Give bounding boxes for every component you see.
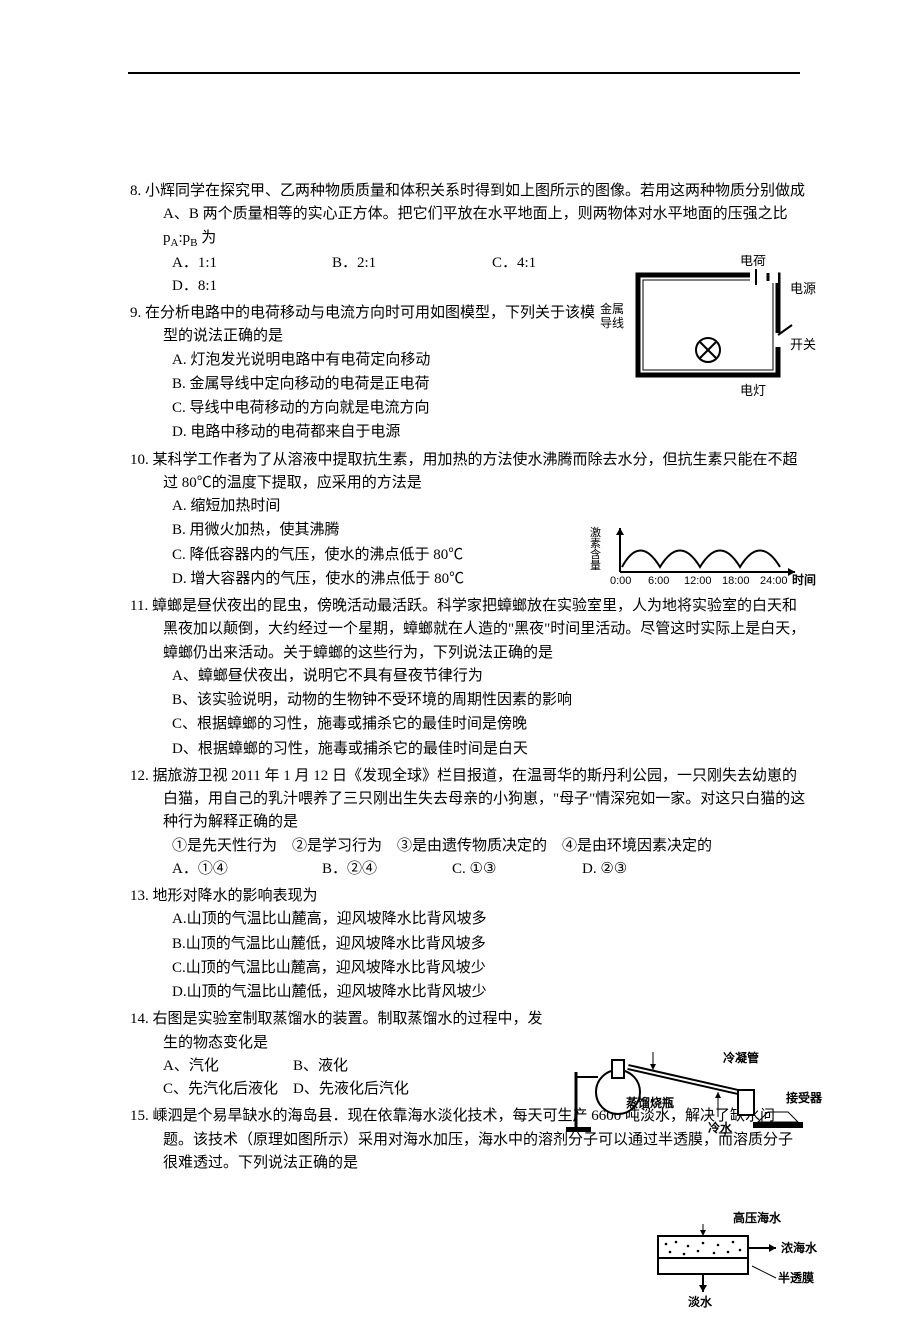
q15-num: 15. xyxy=(130,1108,149,1124)
label-hormone-y1: 激 xyxy=(590,525,601,539)
q12-text: 据旅游卫视 2011 年 1 月 12 日《发现全球》栏目报道，在温哥华的斯丹利… xyxy=(153,768,806,831)
q13-stem: 13. 地形对降水的影响表现为 xyxy=(130,885,810,908)
q8-optB: B．2:1 xyxy=(332,252,492,275)
label-kaiguan: 开关 xyxy=(790,337,816,352)
label-t18: 18:00 xyxy=(722,575,750,587)
q12-num: 12. xyxy=(130,768,149,784)
question-12: 12. 据旅游卫视 2011 年 1 月 12 日《发现全球》栏目报道，在温哥华… xyxy=(130,765,810,881)
q12-optB: B．②④ xyxy=(322,858,452,881)
q13-options: A.山顶的气温比山麓高，迎风坡降水比背风坡多 B.山顶的气温比山麓低，迎风坡降水… xyxy=(130,908,810,1004)
label-hormone-y3: 含 xyxy=(590,547,601,561)
q12-choices-row: ①是先天性行为 ②是学习行为 ③是由遗传物质决定的 ④是由环境因素决定的 xyxy=(130,835,810,858)
q14-optD: D、先液化后汽化 xyxy=(293,1078,409,1101)
figure-hormone: 激 素 含 量 0:00 6:00 12:00 18:00 24:00 时间 xyxy=(590,522,820,592)
q11-optD: D、根据蟑螂的习性，施毒或捕杀它的最佳时间是白天 xyxy=(172,738,810,761)
q10-num: 10. xyxy=(130,452,149,468)
label-zengliushaoer: 蒸馏烧瓶 xyxy=(626,1095,674,1110)
q11-options: A、蟑螂昼伏夜出，说明它不具有昼夜节律行为 B、该实验说明，动物的生物钟不受环境… xyxy=(130,665,810,761)
q11-num: 11. xyxy=(130,598,148,614)
q8-num: 8. xyxy=(130,183,141,199)
label-xaxis-time: 时间 xyxy=(792,572,816,587)
q13-optA: A.山顶的气温比山麓高，迎风坡降水比背风坡多 xyxy=(172,908,810,931)
label-t12: 12:00 xyxy=(684,575,712,587)
label-lengningguann: 冷凝管 xyxy=(723,1050,759,1065)
label-jinshu: 金属 xyxy=(600,301,624,316)
circuit-svg: 电荷 电源 金属 导线 开关 电灯 xyxy=(600,255,820,405)
q12-options-row: A．①④ B．②④ C. ①③ D. ②③ xyxy=(130,858,810,881)
q11-stem: 11. 蟑螂是昼伏夜出的昆虫，傍晚活动最活跃。科学家把蟑螂放在实验室里，人为地将… xyxy=(130,595,810,665)
q11-optC: C、根据蟑螂的习性，施毒或捕杀它的最佳时间是傍晚 xyxy=(172,713,810,736)
q13-num: 13. xyxy=(130,888,149,904)
label-bantoumo: 半透膜 xyxy=(778,1270,814,1285)
q9-optD: D. 电路中移动的电荷都来自于电源 xyxy=(172,421,810,444)
q12-choices: ①是先天性行为 ②是学习行为 ③是由遗传物质决定的 ④是由环境因素决定的 xyxy=(172,838,712,854)
q8-text: 小辉同学在探究甲、乙两种物质质量和体积关系时得到如上图所示的图像。若用这两种物质… xyxy=(145,183,805,246)
q10-optA: A. 缩短加热时间 xyxy=(172,495,810,518)
label-daoxian: 导线 xyxy=(600,316,624,330)
label-gaoya: 高压海水 xyxy=(733,1210,782,1225)
question-13: 13. 地形对降水的影响表现为 A.山顶的气温比山麓高，迎风坡降水比背风坡多 B… xyxy=(130,885,810,1004)
label-nonghaishui: 浓海水 xyxy=(781,1240,818,1255)
label-t0: 0:00 xyxy=(610,575,631,587)
label-diandeng: 电灯 xyxy=(740,383,766,398)
q12-optC: C. ①③ xyxy=(452,858,582,881)
label-t24: 24:00 xyxy=(760,575,788,587)
figure-membrane: 高压海水 浓海水 半透膜 淡水 xyxy=(648,1210,828,1310)
q11-text: 蟑螂是昼伏夜出的昆虫，傍晚活动最活跃。科学家把蟑螂放在实验室里，人为地将实验室的… xyxy=(152,598,805,661)
label-dianyuan: 电源 xyxy=(790,281,816,296)
q8-mid: :p xyxy=(178,230,190,246)
content-area: 8. 小辉同学在探究甲、乙两种物质质量和体积关系时得到如上图所示的图像。若用这两… xyxy=(130,180,810,1179)
question-11: 11. 蟑螂是昼伏夜出的昆虫，傍晚活动最活跃。科学家把蟑螂放在实验室里，人为地将… xyxy=(130,595,810,761)
q12-optD: D. ②③ xyxy=(582,858,702,881)
q14-optB: B、液化 xyxy=(293,1055,348,1078)
q11-optB: B、该实验说明，动物的生物钟不受环境的周期性因素的影响 xyxy=(172,689,810,712)
q8-optA: A．1:1 xyxy=(172,252,332,275)
q13-text: 地形对降水的影响表现为 xyxy=(153,888,318,904)
label-dianhe: 电荷 xyxy=(740,255,766,268)
q14-num: 14. xyxy=(130,1011,149,1027)
label-t6: 6:00 xyxy=(648,575,669,587)
q13-optD: D.山顶的气温比山麓低，迎风坡降水比背风坡少 xyxy=(172,981,810,1004)
q14-text: 右图是实验室制取蒸馏水的装置。制取蒸馏水的过程中，发生的物态变化是 xyxy=(153,1011,543,1050)
distill-svg: 冷凝管 蒸馏烧瓶 冷水 接受器 xyxy=(558,1032,828,1142)
q12-optA: A．①④ xyxy=(172,858,322,881)
q14-optA: A、汽化 xyxy=(163,1055,293,1078)
label-hormone-y4: 量 xyxy=(590,559,601,572)
q8-optD: D．8:1 xyxy=(172,278,217,294)
figure-distill: 冷凝管 蒸馏烧瓶 冷水 接受器 xyxy=(558,1032,828,1142)
label-jieshouqi: 接受器 xyxy=(786,1090,823,1105)
q9-num: 9. xyxy=(130,305,141,321)
q8-stem: 8. 小辉同学在探究甲、乙两种物质质量和体积关系时得到如上图所示的图像。若用这两… xyxy=(130,180,810,252)
hormone-svg: 激 素 含 量 0:00 6:00 12:00 18:00 24:00 时间 xyxy=(590,522,820,592)
q8-tail: 为 xyxy=(197,230,216,246)
q13-optC: C.山顶的气温比山麓高，迎风坡降水比背风坡少 xyxy=(172,957,810,980)
membrane-svg: 高压海水 浓海水 半透膜 淡水 xyxy=(648,1210,828,1310)
page-top-rule xyxy=(128,72,800,74)
q9-text: 在分析电路中的电荷移动与电流方向时可用如图模型，下列关于该模型的说法正确的是 xyxy=(145,305,595,344)
q10-text: 某科学工作者为了从溶液中提取抗生素，用加热的方法使水沸腾而除去水分，但抗生素只能… xyxy=(153,452,798,491)
figure-circuit: 电荷 电源 金属 导线 开关 电灯 xyxy=(600,255,820,405)
q11-optA: A、蟑螂昼伏夜出，说明它不具有昼夜节律行为 xyxy=(172,665,810,688)
q14-optC: C、先汽化后液化 xyxy=(163,1078,293,1101)
label-lengshui: 冷水 xyxy=(708,1120,733,1135)
q12-stem: 12. 据旅游卫视 2011 年 1 月 12 日《发现全球》栏目报道，在温哥华… xyxy=(130,765,810,835)
q10-stem: 10. 某科学工作者为了从溶液中提取抗生素，用加热的方法使水沸腾而除去水分，但抗… xyxy=(130,449,810,496)
q13-optB: B.山顶的气温比山麓低，迎风坡降水比背风坡多 xyxy=(172,933,810,956)
